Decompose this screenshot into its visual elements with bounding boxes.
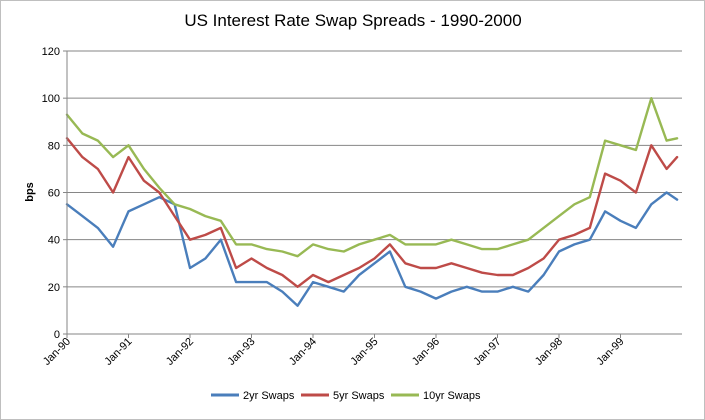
series-lines (65, 96, 679, 307)
x-tick-label: Jan-91 (102, 336, 134, 368)
x-tick-label: Jan-95 (348, 336, 380, 368)
y-tick-label: 0 (54, 329, 60, 341)
x-tick-label: Jan-97 (471, 336, 503, 368)
legend-label-2yr-swaps: 2yr Swaps (243, 390, 295, 402)
y-axis-label: bps (24, 182, 36, 202)
y-tick-label: 40 (48, 235, 60, 247)
y-tick-label: 60 (48, 188, 60, 200)
x-tick-label: Jan-98 (533, 336, 565, 368)
series-line-5yr-swaps (65, 137, 679, 288)
x-tick-label: Jan-99 (594, 336, 626, 368)
series-line-2yr-swaps (65, 191, 679, 307)
legend-label-5yr-swaps: 5yr Swaps (333, 390, 385, 402)
y-tick-label: 20 (48, 282, 60, 294)
y-tick-label: 80 (48, 140, 60, 152)
y-tick-label: 120 (42, 46, 60, 58)
y-tick-label: 100 (42, 93, 60, 105)
x-tick-label: Jan-93 (225, 336, 257, 368)
gridlines (67, 50, 682, 288)
series-line-10yr-swaps (65, 96, 679, 258)
legend-label-10yr-swaps: 10yr Swaps (423, 390, 481, 402)
x-tick-label: Jan-94 (287, 336, 319, 368)
x-tick-label: Jan-92 (164, 336, 196, 368)
x-tick-label: Jan-96 (410, 336, 442, 368)
chart-title: US Interest Rate Swap Spreads - 1990-200… (184, 11, 521, 30)
legend: 2yr Swaps 5yr Swaps 10yr Swaps (211, 390, 481, 402)
